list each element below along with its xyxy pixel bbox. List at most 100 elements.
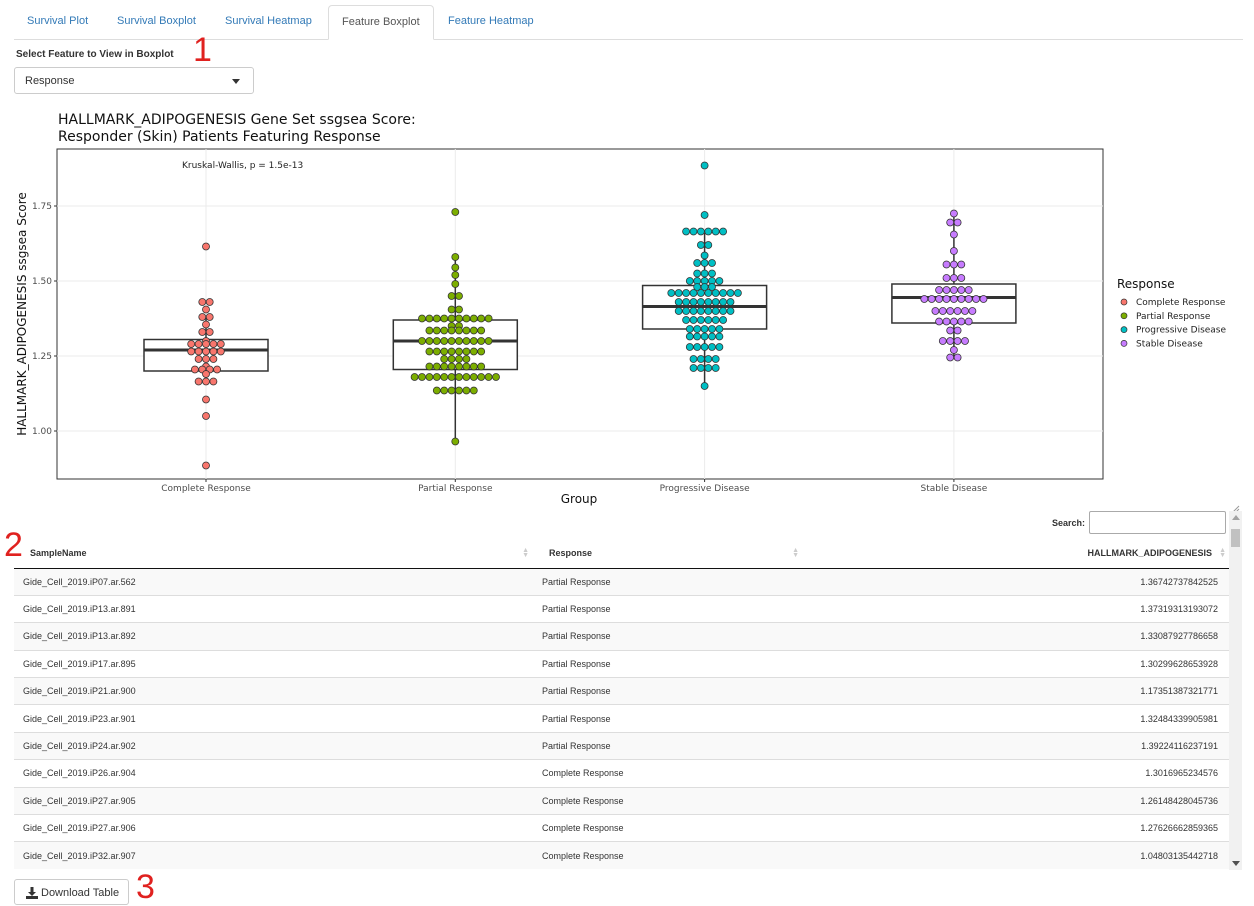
tab-survival-plot[interactable]: Survival Plot [27,15,89,27]
data-point [209,347,218,356]
data-point [194,377,203,386]
tab-feature-boxplot[interactable]: Feature Boxplot [328,5,434,40]
tab-survival-heatmap[interactable]: Survival Heatmap [225,15,312,27]
data-point [440,362,449,371]
scrollbar-thumb[interactable] [1231,529,1240,547]
data-point [198,298,207,306]
data-point [455,305,463,314]
data-point [451,208,460,216]
table-row[interactable]: Gide_Cell_2019.iP23.ar.901 Partial Respon… [14,704,1230,733]
data-point [938,337,947,345]
cell-score: 1.33087927786658 [803,622,1230,651]
scroll-down-icon[interactable] [1232,861,1240,866]
data-point [715,332,724,341]
data-point [447,305,456,314]
search-input[interactable] [1089,511,1226,534]
y-tick-label: 1.75 [32,202,52,212]
cell-score: 1.17351387321771 [803,677,1230,705]
data-point [432,362,441,371]
data-point [689,355,698,363]
table-row[interactable]: Gide_Cell_2019.iP21.ar.900 Partial Respon… [14,677,1230,705]
download-table-button[interactable]: Download Table [14,879,129,905]
data-point [190,365,199,374]
data-point [187,340,196,348]
cell-response: Complete Response [533,786,803,815]
data-point [216,347,225,356]
cell-sample-name: Gide_Cell_2019.iP13.ar.892 [14,622,533,651]
data-point [202,242,210,251]
data-point [700,269,709,278]
feature-select[interactable]: Response [14,67,254,94]
scroll-up-icon[interactable] [1232,515,1240,520]
table-row[interactable]: Gide_Cell_2019.iP32.ar.907 Complete Respo… [14,841,1230,870]
data-point [425,314,434,323]
data-point [711,227,720,236]
y-axis-label: HALLMARK_ADIPOGENESIS ssgsea Score [15,192,29,436]
data-point [689,227,698,236]
data-point [704,298,713,306]
data-point [202,377,210,386]
data-point [187,347,196,356]
data-point [700,332,709,341]
data-point [202,461,210,470]
data-point [484,337,493,345]
data-point [953,353,962,362]
table-row[interactable]: Gide_Cell_2019.iP26.ar.904 Complete Respo… [14,759,1230,788]
data-point [700,325,709,333]
data-point [953,326,962,335]
legend-label: Partial Response [1136,312,1211,322]
tab-survival-boxplot[interactable]: Survival Boxplot [117,15,196,27]
data-point [462,337,471,345]
table-row[interactable]: Gide_Cell_2019.iP24.ar.902 Partial Respon… [14,731,1230,760]
cell-sample-name: Gide_Cell_2019.iP21.ar.900 [14,677,533,705]
data-point [920,295,929,303]
sort-icon: ▲ ▼ [792,547,799,559]
data-point [682,227,690,236]
column-header-samplename[interactable]: SampleName ▲ ▼ [14,539,533,569]
tab-feature-heatmap[interactable]: Feature Heatmap [448,15,534,27]
data-point [432,326,441,335]
table-row[interactable]: Gide_Cell_2019.iP27.ar.905 Complete Respo… [14,786,1230,815]
data-points [187,161,988,470]
table-row[interactable]: Gide_Cell_2019.iP17.ar.895 Partial Respon… [14,649,1230,678]
data-point [927,295,936,303]
table-scrollbar[interactable] [1229,511,1242,870]
data-point [440,314,449,323]
column-header-hallmark-adipogenesis[interactable]: HALLMARK_ADIPOGENESIS ▲ ▼ [803,539,1230,569]
data-point [719,316,727,324]
data-point [711,364,720,372]
table-row[interactable]: Gide_Cell_2019.iP13.ar.891 Partial Respon… [14,594,1230,623]
data-point [440,386,449,395]
data-point [719,307,727,315]
table-row[interactable]: Gide_Cell_2019.iP07.ar.562 Partial Respon… [14,567,1230,596]
resize-handle-icon[interactable] [1232,500,1240,513]
cell-score: 1.36742737842525 [803,567,1230,596]
cell-response: Partial Response [533,594,803,623]
cell-response: Complete Response [533,841,803,870]
data-point [447,337,456,345]
data-point [462,314,471,323]
data-point [946,218,955,227]
cell-score: 1.30299628653928 [803,649,1230,678]
data-point [432,373,441,381]
data-point [946,307,955,315]
data-point [455,292,463,300]
legend-label: Stable Disease [1136,339,1203,349]
legend-key [1120,340,1128,347]
data-point [462,347,471,356]
cell-sample-name: Gide_Cell_2019.iP32.ar.907 [14,841,533,870]
column-header-response[interactable]: Response ▲ ▼ [533,539,803,569]
data-point [202,320,210,329]
sort-icon: ▲ ▼ [1219,547,1226,559]
cell-score: 1.04803135442718 [803,841,1230,870]
data-point [957,295,966,303]
table-row[interactable]: Gide_Cell_2019.iP27.ar.906 Complete Respo… [14,814,1230,842]
table-row[interactable]: Gide_Cell_2019.iP13.ar.892 Partial Respon… [14,622,1230,651]
cell-sample-name: Gide_Cell_2019.iP13.ar.891 [14,594,533,623]
data-point [711,289,720,297]
x-tick-label: Partial Response [418,484,493,494]
data-point [689,364,698,372]
cell-response: Partial Response [533,677,803,705]
cell-sample-name: Gide_Cell_2019.iP17.ar.895 [14,649,533,678]
data-point [205,328,214,336]
